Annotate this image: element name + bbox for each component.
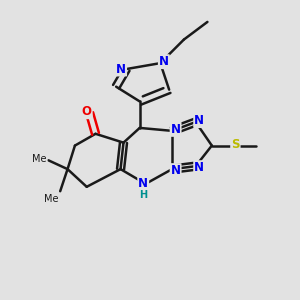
- Text: S: S: [231, 139, 240, 152]
- Text: N: N: [159, 55, 169, 68]
- Text: Me: Me: [32, 154, 47, 164]
- Text: N: N: [171, 123, 181, 136]
- Text: N: N: [116, 62, 126, 76]
- Text: Me: Me: [44, 194, 59, 204]
- Text: N: N: [138, 177, 148, 190]
- Text: N: N: [171, 164, 181, 177]
- Text: H: H: [139, 190, 147, 200]
- Text: O: O: [82, 105, 92, 118]
- Text: N: N: [194, 114, 204, 127]
- Text: N: N: [194, 161, 204, 174]
